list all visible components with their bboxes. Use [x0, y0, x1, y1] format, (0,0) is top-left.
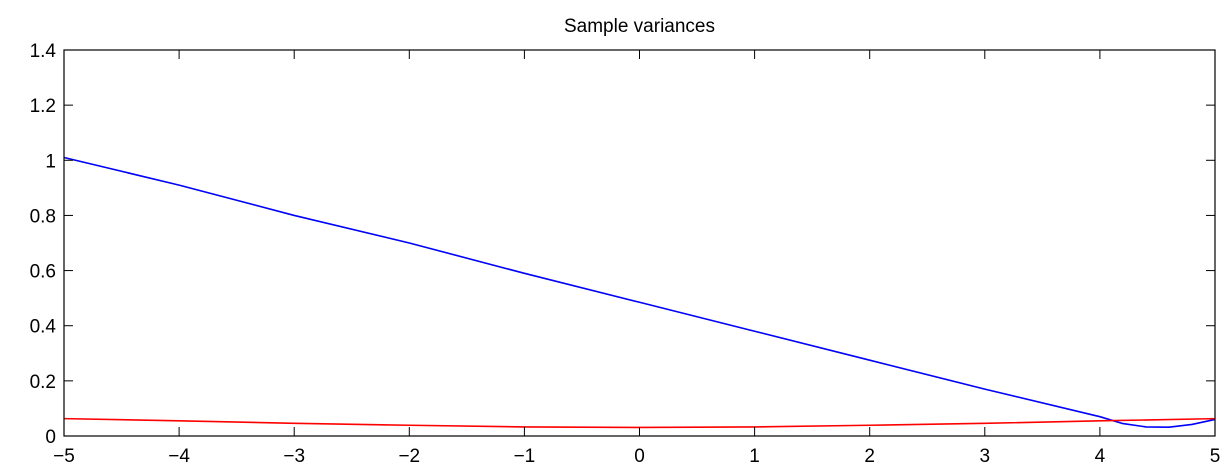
x-tick-label: 2: [864, 446, 875, 467]
x-tick-label: −2: [398, 446, 420, 467]
x-tick-label: 0: [634, 446, 645, 467]
x-tick-label: 4: [1095, 446, 1106, 467]
y-tick-label: 1.2: [30, 96, 56, 117]
x-tick-label: −4: [168, 446, 190, 467]
y-tick-label: 0.2: [30, 372, 56, 393]
axes-frame: [63, 49, 1216, 437]
x-tick-label: −3: [283, 446, 305, 467]
y-tick-label: 0.8: [30, 206, 56, 227]
x-tick-label: 1: [749, 446, 760, 467]
axes-layer: −5 −4 −3 −2 −1 0 1 2 3 4 5 0 0.2 0.4 0.6 0.8 1 1.2 1.4: [30, 41, 1221, 467]
y-tick-label: 0.6: [30, 262, 56, 283]
chart-title: Sample variances: [564, 16, 715, 37]
y-tick-label: 1.4: [30, 41, 57, 62]
series-line-1: [63, 156, 1216, 428]
x-tick-label: −1: [514, 446, 536, 467]
x-tick-label: 5: [1210, 446, 1221, 467]
series-layer: [63, 156, 1216, 429]
y-tick-label: 1: [45, 151, 56, 172]
x-tick-label: 3: [980, 446, 991, 467]
y-tick-label: 0.4: [30, 317, 57, 338]
x-tick-label: −5: [53, 446, 75, 467]
y-tick-label: 0: [45, 427, 56, 448]
series-line-2: [63, 417, 1216, 429]
